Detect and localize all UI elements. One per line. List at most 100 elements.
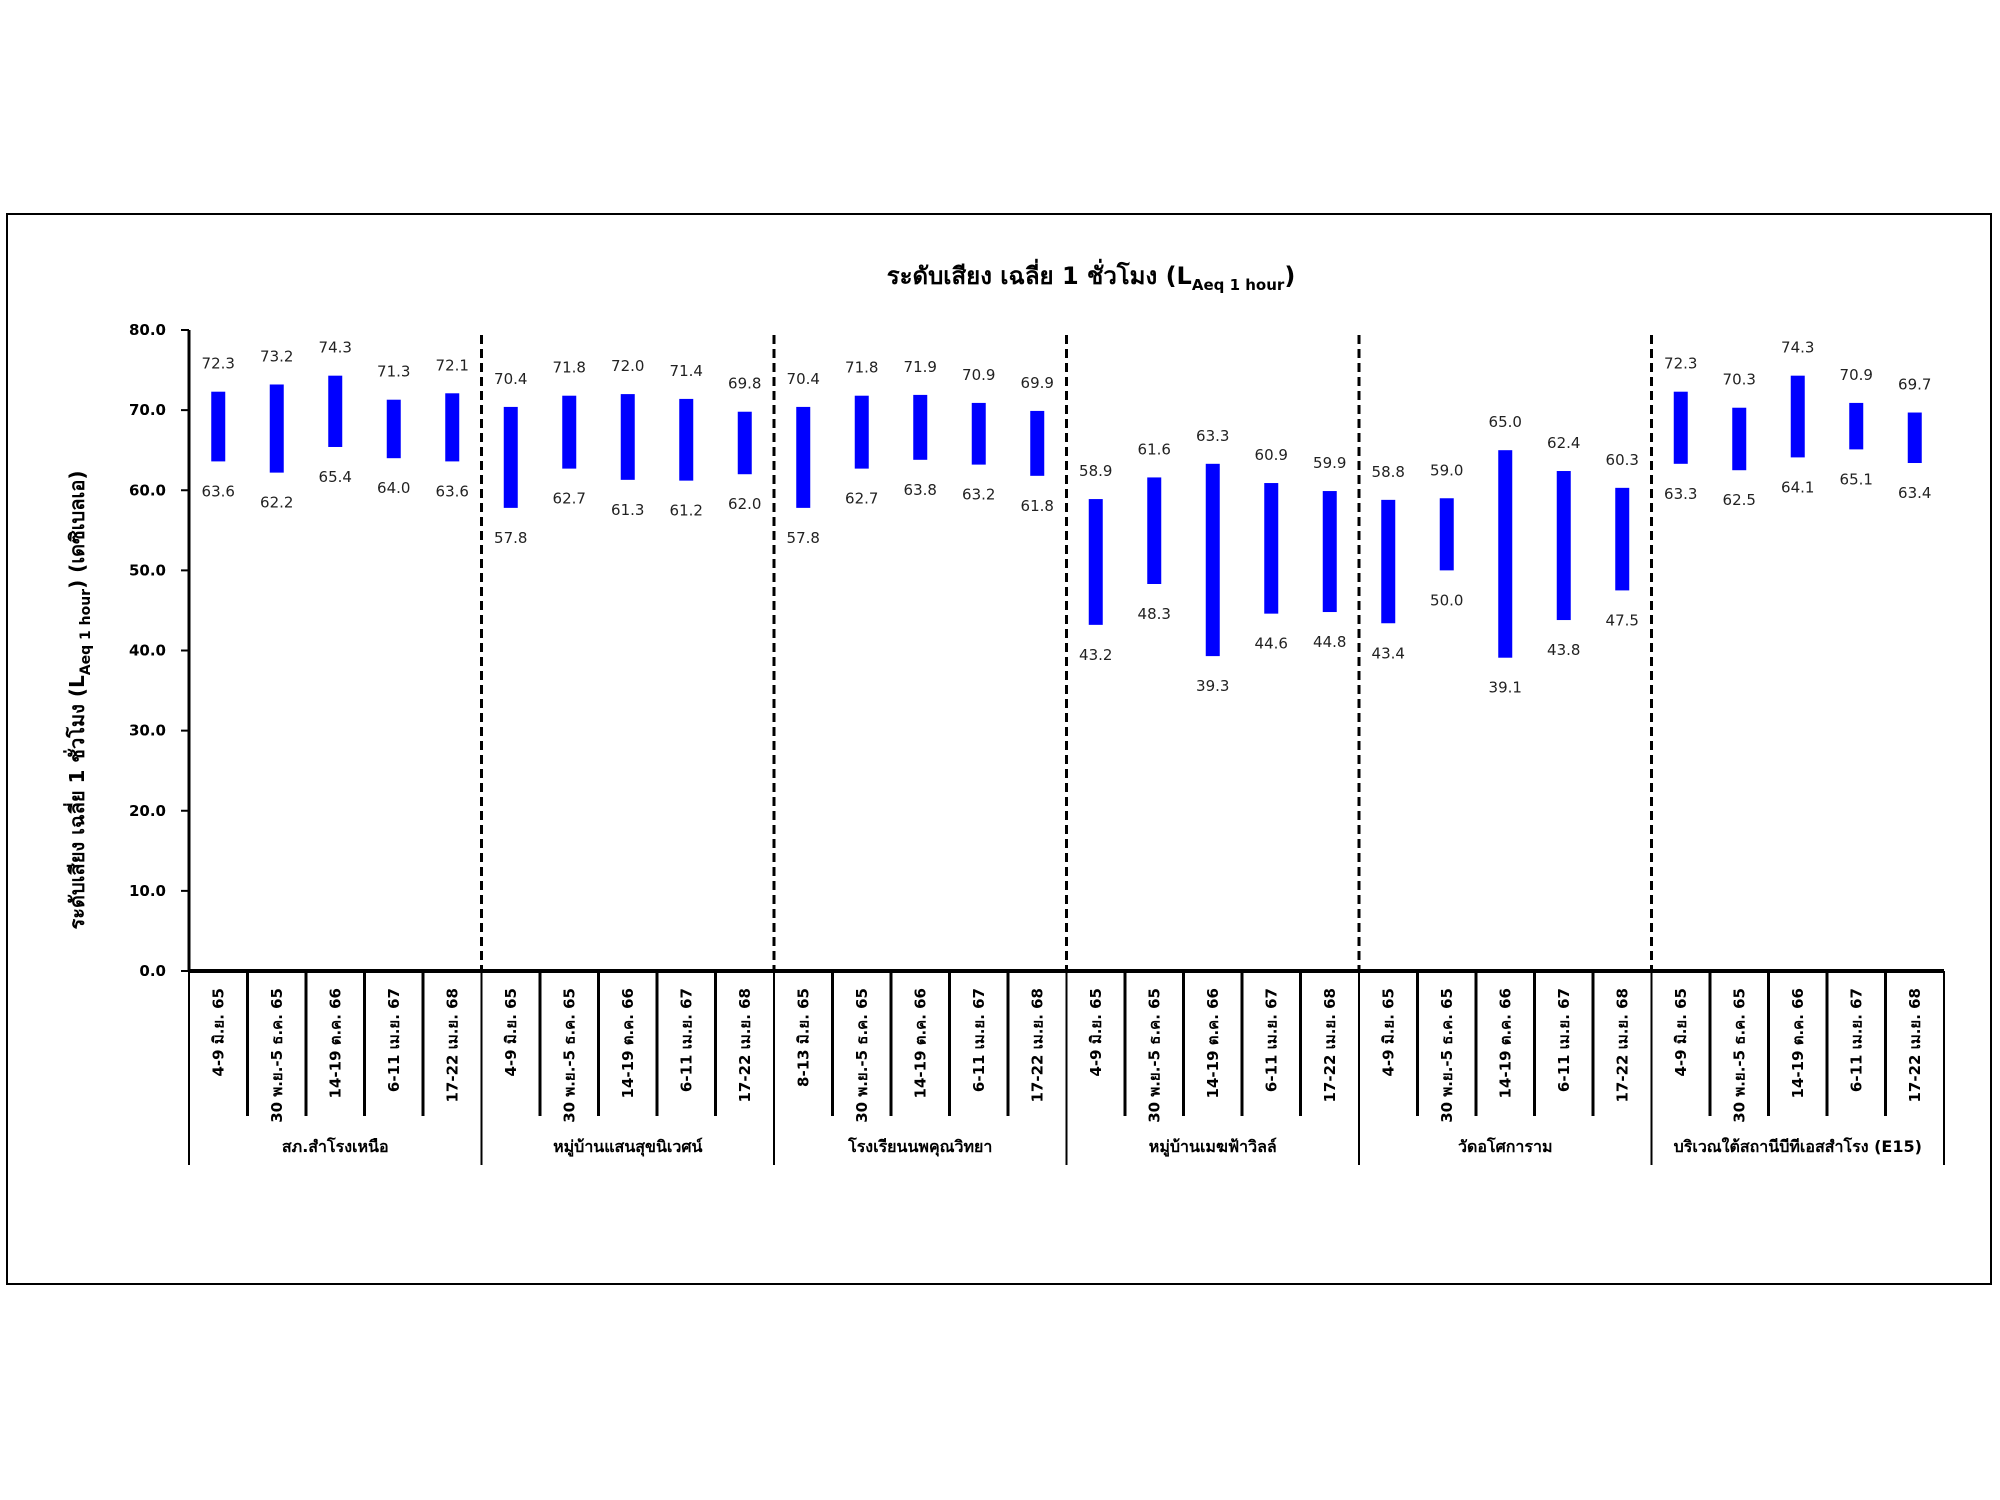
min-value-label: 48.3 (1138, 605, 1171, 623)
range-bar (913, 394, 928, 460)
range-bar (386, 399, 401, 459)
group-label: บริเวณใต้สถานีบีทีเอสสำโรง (E15) (1674, 1136, 1922, 1156)
chart-title-end: ) (1284, 262, 1295, 290)
range-bar (1205, 463, 1220, 657)
min-value-label: 61.3 (611, 501, 644, 519)
range-bar (1673, 391, 1688, 464)
x-category-label: 6-11 เม.ย. 67 (1555, 988, 1573, 1092)
range-bar (1264, 483, 1279, 614)
range-bar (445, 393, 460, 462)
range-bar (503, 406, 518, 508)
max-value-label: 71.8 (845, 359, 878, 377)
max-value-label: 69.8 (728, 375, 761, 393)
min-value-label: 62.2 (260, 494, 293, 512)
range-bar (1732, 407, 1747, 471)
y-tick-label: 50.0 (129, 561, 166, 579)
max-value-label: 62.4 (1547, 434, 1580, 452)
x-category-label: 17-22 เม.ย. 68 (1613, 988, 1631, 1103)
range-bar (620, 394, 635, 480)
max-value-label: 58.9 (1079, 462, 1112, 480)
x-category-label: 17-22 เม.ย. 68 (443, 988, 461, 1103)
min-value-label: 63.6 (202, 482, 235, 500)
range-bar (1030, 410, 1045, 476)
min-value-label: 63.4 (1898, 484, 1931, 502)
max-value-label: 59.9 (1313, 454, 1346, 472)
range-bar (1147, 477, 1162, 584)
max-value-label: 71.9 (904, 358, 937, 376)
min-value-label: 65.1 (1840, 470, 1873, 488)
x-category-label: 30 พ.ย.-5 ธ.ค. 65 (1438, 988, 1456, 1123)
x-category-label: 30 พ.ย.-5 ธ.ค. 65 (853, 988, 871, 1123)
max-value-label: 72.0 (611, 357, 644, 375)
x-category-label: 4-9 มิ.ย. 65 (1087, 988, 1105, 1077)
group-label: หมู่บ้านแสนสุขนิเวศน์ (553, 1137, 703, 1158)
min-value-label: 44.8 (1313, 633, 1346, 651)
x-category-label: 14-19 ต.ค. 66 (326, 988, 344, 1098)
min-value-label: 50.0 (1430, 591, 1463, 609)
min-value-label: 44.6 (1255, 635, 1288, 653)
range-bar (269, 384, 284, 473)
range-bar (1439, 498, 1454, 571)
chart-title: ระดับเสียง เฉลี่ย 1 ชั่วโมง (LAeq 1 hour… (887, 258, 1296, 294)
x-category-label: 30 พ.ย.-5 ธ.ค. 65 (560, 988, 578, 1123)
max-value-label: 65.0 (1489, 413, 1522, 431)
max-value-label: 74.3 (319, 339, 352, 357)
group-label: สภ.สำโรงเหนือ (282, 1136, 389, 1156)
group-label: โรงเรียนนพคุณวิทยา (847, 1136, 992, 1157)
max-value-label: 70.4 (787, 370, 820, 388)
y-tick-label: 0.0 (139, 962, 166, 980)
y-tick-label: 30.0 (129, 722, 166, 740)
range-bar (1498, 450, 1513, 658)
range-bar (1556, 471, 1571, 621)
y-tick-label: 40.0 (129, 642, 166, 660)
max-value-label: 72.3 (202, 355, 235, 373)
x-category-label: 6-11 เม.ย. 67 (1262, 988, 1280, 1092)
max-value-label: 63.3 (1196, 427, 1229, 445)
range-bar (1381, 499, 1396, 624)
min-value-label: 47.5 (1606, 611, 1639, 629)
min-value-label: 57.8 (787, 529, 820, 547)
min-value-label: 64.1 (1781, 478, 1814, 496)
y-tick-label: 60.0 (129, 481, 166, 499)
x-category-label: 17-22 เม.ย. 68 (1028, 988, 1046, 1103)
x-category-label: 30 พ.ย.-5 ธ.ค. 65 (1730, 988, 1748, 1123)
range-bar (1849, 402, 1864, 450)
max-value-label: 71.8 (553, 359, 586, 377)
min-value-label: 62.5 (1723, 491, 1756, 509)
max-value-label: 60.9 (1255, 446, 1288, 464)
chart-frame (6, 213, 1992, 1285)
y-tick-label: 20.0 (129, 802, 166, 820)
group-label: หมู่บ้านเมฆฟ้าวิลล์ (1149, 1137, 1277, 1158)
range-bar (737, 411, 752, 475)
x-category-label: 6-11 เม.ย. 67 (1847, 988, 1865, 1092)
chart-title-main: ระดับเสียง เฉลี่ย 1 ชั่วโมง (L (887, 258, 1192, 290)
y-axis-label-ylabel-end: ) (เดซิเบลเอ) (65, 471, 89, 589)
max-value-label: 70.4 (494, 370, 527, 388)
min-value-label: 61.2 (670, 502, 703, 520)
min-value-label: 63.8 (904, 481, 937, 499)
min-value-label: 43.8 (1547, 641, 1580, 659)
range-bar (211, 391, 226, 462)
min-value-label: 39.1 (1489, 679, 1522, 697)
max-value-label: 72.3 (1664, 355, 1697, 373)
x-category-label: 6-11 เม.ย. 67 (970, 988, 988, 1092)
max-value-label: 73.2 (260, 347, 293, 365)
min-value-label: 43.2 (1079, 646, 1112, 664)
y-tick-label: 80.0 (129, 321, 166, 339)
max-value-label: 69.9 (1021, 374, 1054, 392)
min-value-label: 62.0 (728, 495, 761, 513)
range-bar (1322, 491, 1337, 613)
y-axis-label-ylabel-sub: Aeq 1 hour (78, 589, 94, 675)
x-category-label: 14-19 ต.ค. 66 (619, 988, 637, 1098)
x-category-label: 30 พ.ย.-5 ธ.ค. 65 (268, 988, 286, 1123)
max-value-label: 71.3 (377, 363, 410, 381)
x-category-label: 6-11 เม.ย. 67 (677, 988, 695, 1092)
min-value-label: 63.6 (436, 482, 469, 500)
max-value-label: 72.1 (436, 356, 469, 374)
x-category-label: 14-19 ต.ค. 66 (1204, 988, 1222, 1098)
range-bar (854, 395, 869, 469)
max-value-label: 70.3 (1723, 371, 1756, 389)
x-category-label: 4-9 มิ.ย. 65 (209, 988, 227, 1077)
range-bar (1088, 499, 1103, 625)
min-value-label: 64.0 (377, 479, 410, 497)
